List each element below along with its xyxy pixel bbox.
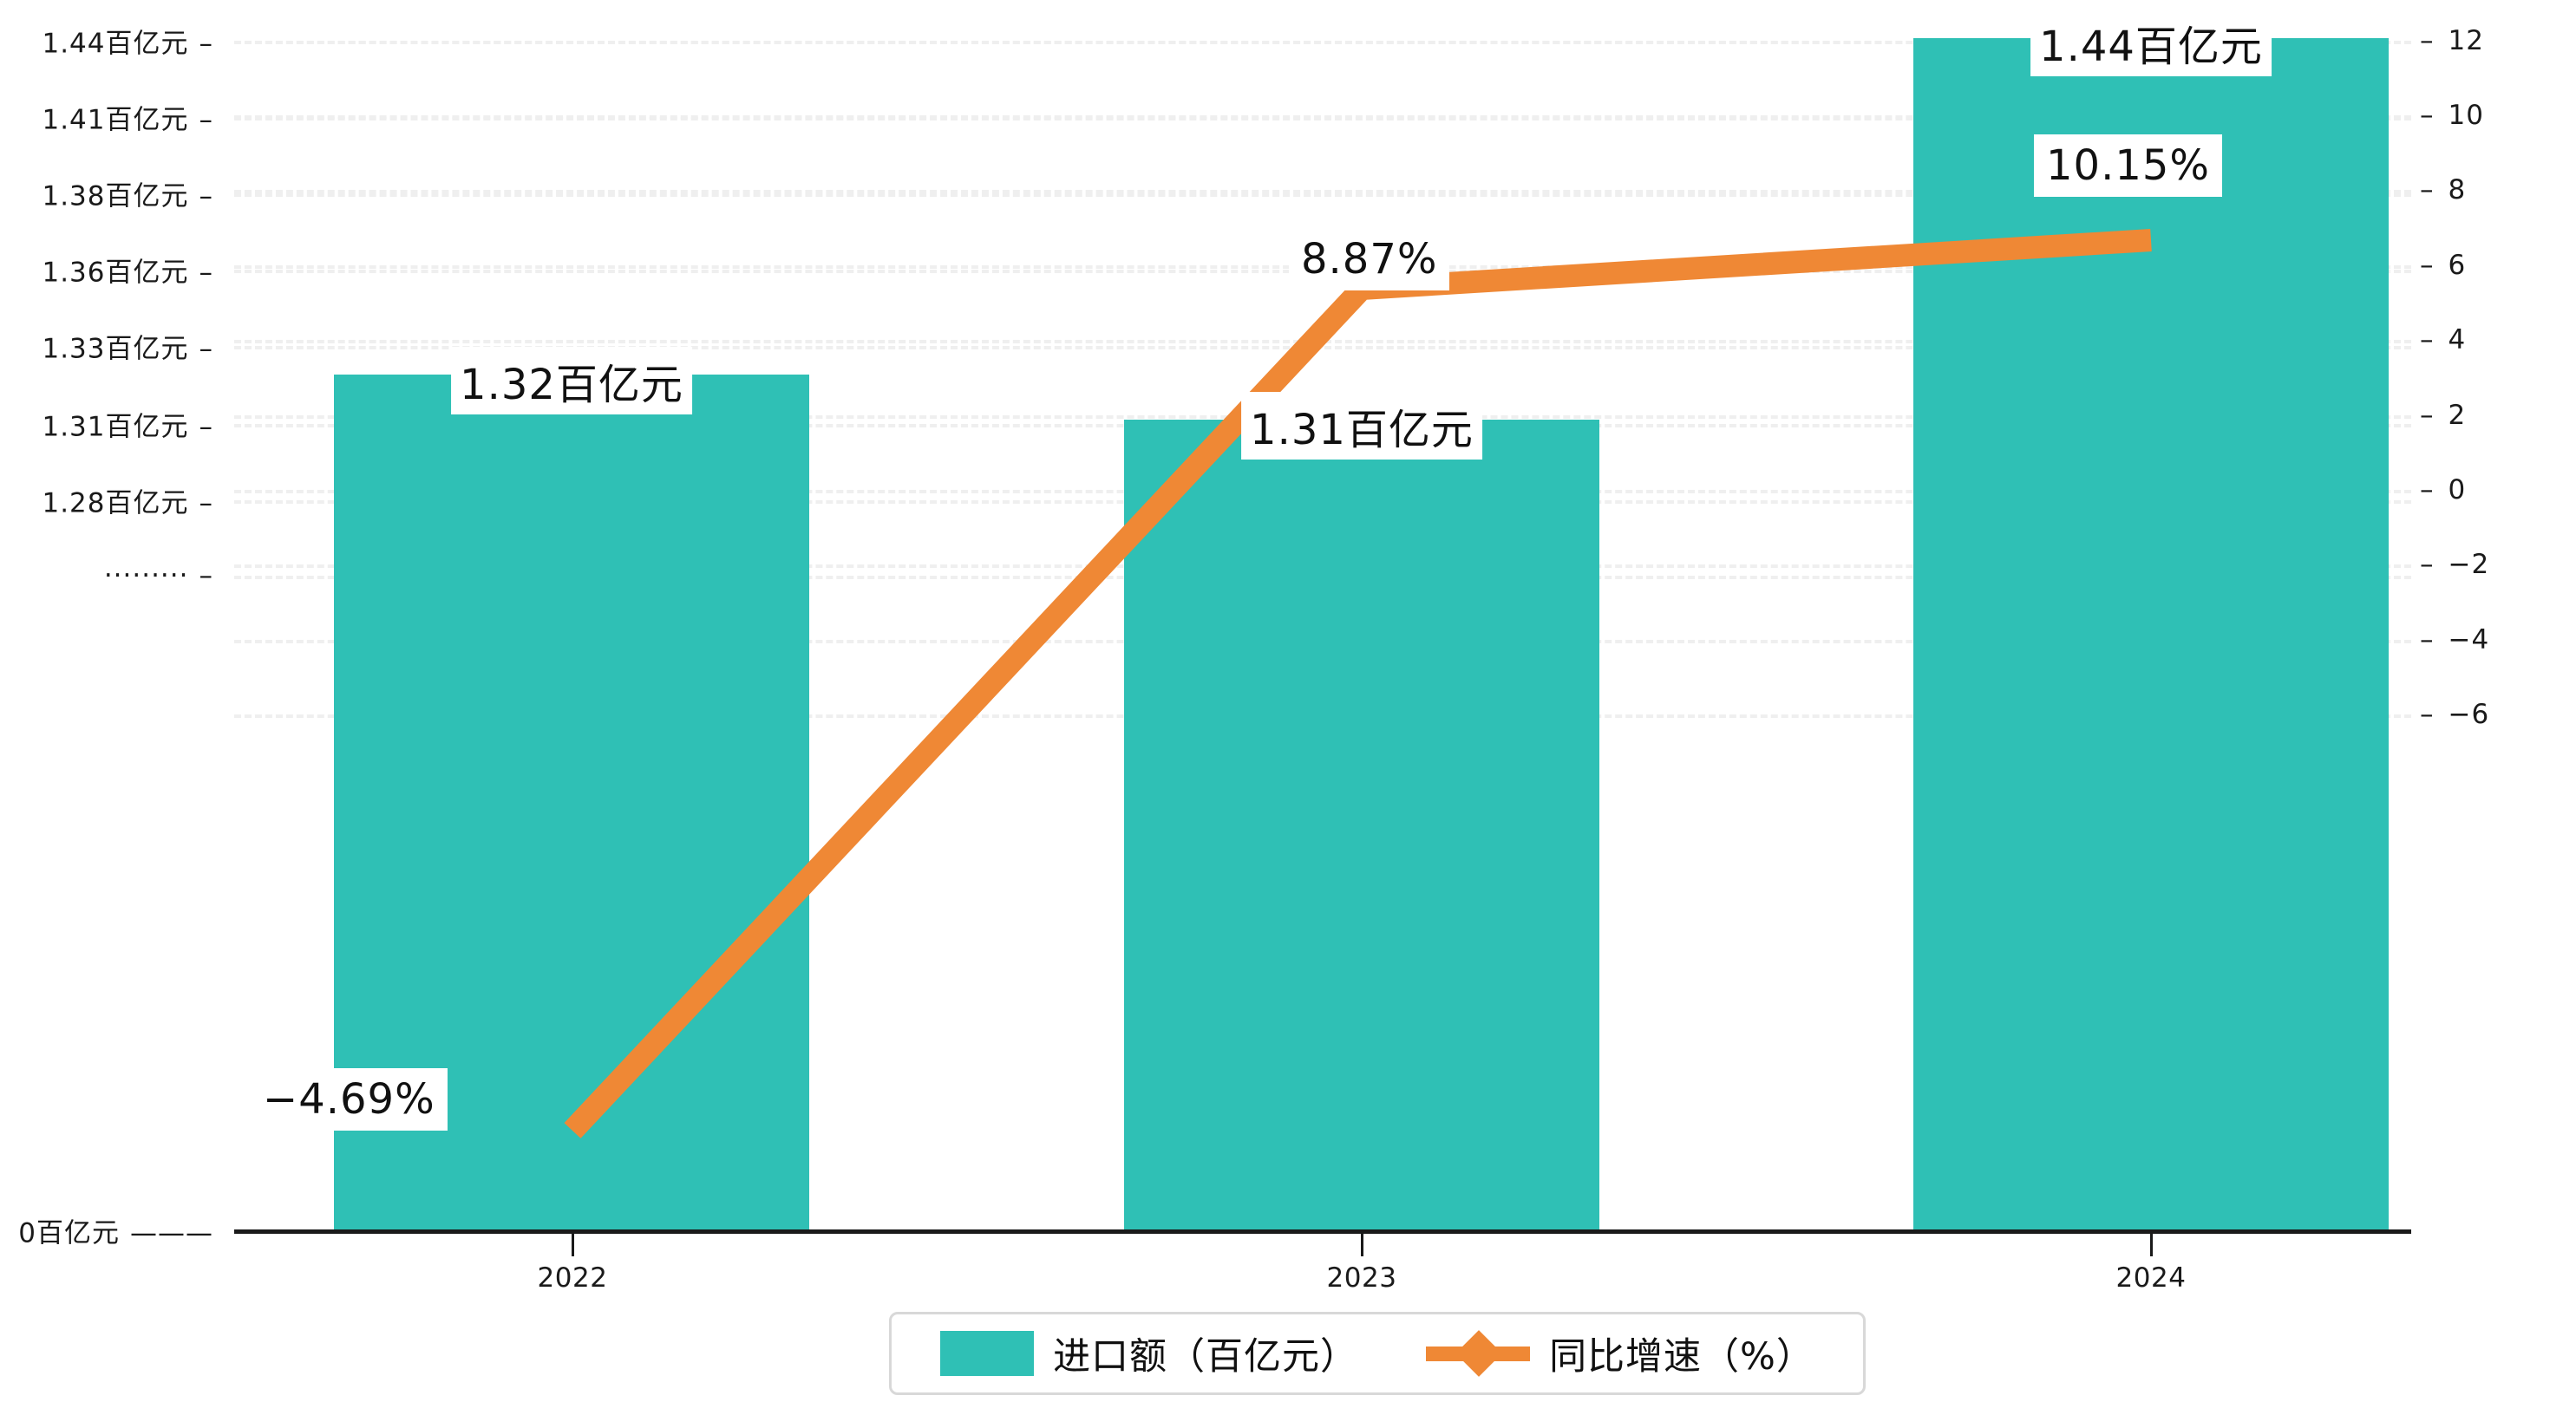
y-left-tick-mark: – <box>199 560 213 591</box>
y-right-tick: –2 <box>2420 400 2466 431</box>
y-left-tick-label: ········· <box>103 560 189 591</box>
gridline <box>234 117 2411 121</box>
y-left-tick-label: 1.41百亿元 <box>42 104 189 136</box>
y-right-tick: – −4 <box>2420 624 2489 655</box>
bar-2023[interactable] <box>1124 420 1599 1231</box>
y-right-tick: – −2 <box>2420 549 2489 580</box>
y-left-tick-label: 0百亿元 <box>18 1217 120 1249</box>
y-left-tick-mark: – <box>199 411 213 443</box>
bar-swatch-icon <box>940 1331 1035 1376</box>
y-right-tick-label: 10 <box>2448 100 2484 131</box>
y-left-tick: 0百亿元 ——— <box>18 1211 213 1250</box>
line-value-label-2022: −4.69% <box>251 1068 448 1131</box>
bar-2024[interactable] <box>1913 38 2389 1231</box>
y-left-tick-mark: – <box>199 104 213 136</box>
y-left-tick: 1.38百亿元 – <box>42 174 213 213</box>
y-right-tick: – −6 <box>2420 699 2489 730</box>
y-right-tick-mark: – <box>2420 400 2435 431</box>
y-left-tick-mark: – <box>199 487 213 519</box>
y-left-tick-label: 1.38百亿元 <box>42 180 189 212</box>
legend-label-import-amount: 进口额（百亿元） <box>1053 1335 1359 1379</box>
x-tick-label-2024: 2024 <box>2115 1262 2187 1294</box>
y-right-tick-label: 4 <box>2448 324 2467 355</box>
bar-value-label-2024: 1.44百亿元 <box>2030 9 2272 76</box>
y-left-tick-label: 1.36百亿元 <box>42 257 189 289</box>
x-tick-label-2023: 2023 <box>1326 1262 1397 1294</box>
x-tick-mark <box>2150 1234 2153 1256</box>
y-left-tick: 1.33百亿元 – <box>42 327 213 366</box>
y-right-tick-label: −4 <box>2448 624 2490 655</box>
chart-legend[interactable]: 进口额（百亿元） 同比增速（%） <box>889 1312 1866 1395</box>
y-left-tick: ········· – <box>104 560 213 591</box>
legend-item-import-amount[interactable]: 进口额（百亿元） <box>940 1327 1358 1380</box>
y-left-tick: 1.31百亿元 – <box>42 405 213 444</box>
y-right-tick-mark: – <box>2420 100 2435 131</box>
y-right-tick-mark: – <box>2420 324 2435 355</box>
y-right-tick-label: 8 <box>2448 174 2467 205</box>
bar-value-label-2022: 1.32百亿元 <box>451 347 692 414</box>
y-right-tick-mark: – <box>2420 25 2435 56</box>
y-right-tick: –4 <box>2420 324 2466 355</box>
gridline <box>234 41 2411 44</box>
y-right-tick-label: 12 <box>2448 25 2484 56</box>
y-right-tick: –10 <box>2420 100 2484 131</box>
y-left-tick-mark: – <box>199 180 213 212</box>
y-right-tick: –0 <box>2420 474 2466 505</box>
y-right-tick-label: 2 <box>2448 400 2467 431</box>
x-tick-label-2022: 2022 <box>537 1262 608 1294</box>
x-tick-mark <box>1361 1234 1363 1256</box>
y-right-tick-mark: – <box>2420 549 2435 580</box>
legend-label-growth-rate: 同比增速（%） <box>1549 1335 1814 1379</box>
y-right-tick-mark: – <box>2420 174 2435 205</box>
y-left-tick-label: 1.31百亿元 <box>42 411 189 443</box>
y-right-tick-label: 0 <box>2448 474 2467 505</box>
y-right-tick-label: −6 <box>2448 699 2490 730</box>
y-left-tick-mark: ——— <box>130 1217 213 1249</box>
y-left-tick-label: 1.33百亿元 <box>42 333 189 365</box>
y-left-tick-label: 1.28百亿元 <box>42 487 189 519</box>
y-left-tick: 1.41百亿元 – <box>42 98 213 137</box>
y-right-tick-mark: – <box>2420 699 2435 730</box>
y-right-tick: –8 <box>2420 174 2466 205</box>
y-left-tick-mark: – <box>199 28 213 60</box>
gridline <box>234 193 2411 197</box>
line-value-label-2023: 8.87% <box>1289 228 1450 290</box>
y-right-tick: –12 <box>2420 25 2484 56</box>
x-tick-mark <box>572 1234 574 1256</box>
line-swatch-icon <box>1426 1330 1531 1377</box>
y-right-tick-mark: – <box>2420 624 2435 655</box>
y-right-tick-label: 6 <box>2448 250 2467 281</box>
y-right-tick-mark: – <box>2420 250 2435 281</box>
y-right-tick-label: −2 <box>2448 549 2490 580</box>
y-left-tick-mark: – <box>199 257 213 289</box>
y-right-tick-mark: – <box>2420 474 2435 505</box>
y-left-tick: 1.28百亿元 – <box>42 481 213 520</box>
y-right-tick: –6 <box>2420 250 2466 281</box>
y-left-tick-mark: – <box>199 333 213 365</box>
line-value-label-2024: 10.15% <box>2034 134 2223 197</box>
y-left-tick: 1.36百亿元 – <box>42 251 213 290</box>
bar-value-label-2023: 1.31百亿元 <box>1241 392 1482 460</box>
x-axis-baseline <box>234 1229 2411 1234</box>
y-left-tick: 1.44百亿元 – <box>42 22 213 61</box>
gridline <box>234 190 2411 193</box>
y-left-tick-label: 1.44百亿元 <box>42 28 189 60</box>
legend-item-growth-rate[interactable]: 同比增速（%） <box>1426 1327 1814 1380</box>
